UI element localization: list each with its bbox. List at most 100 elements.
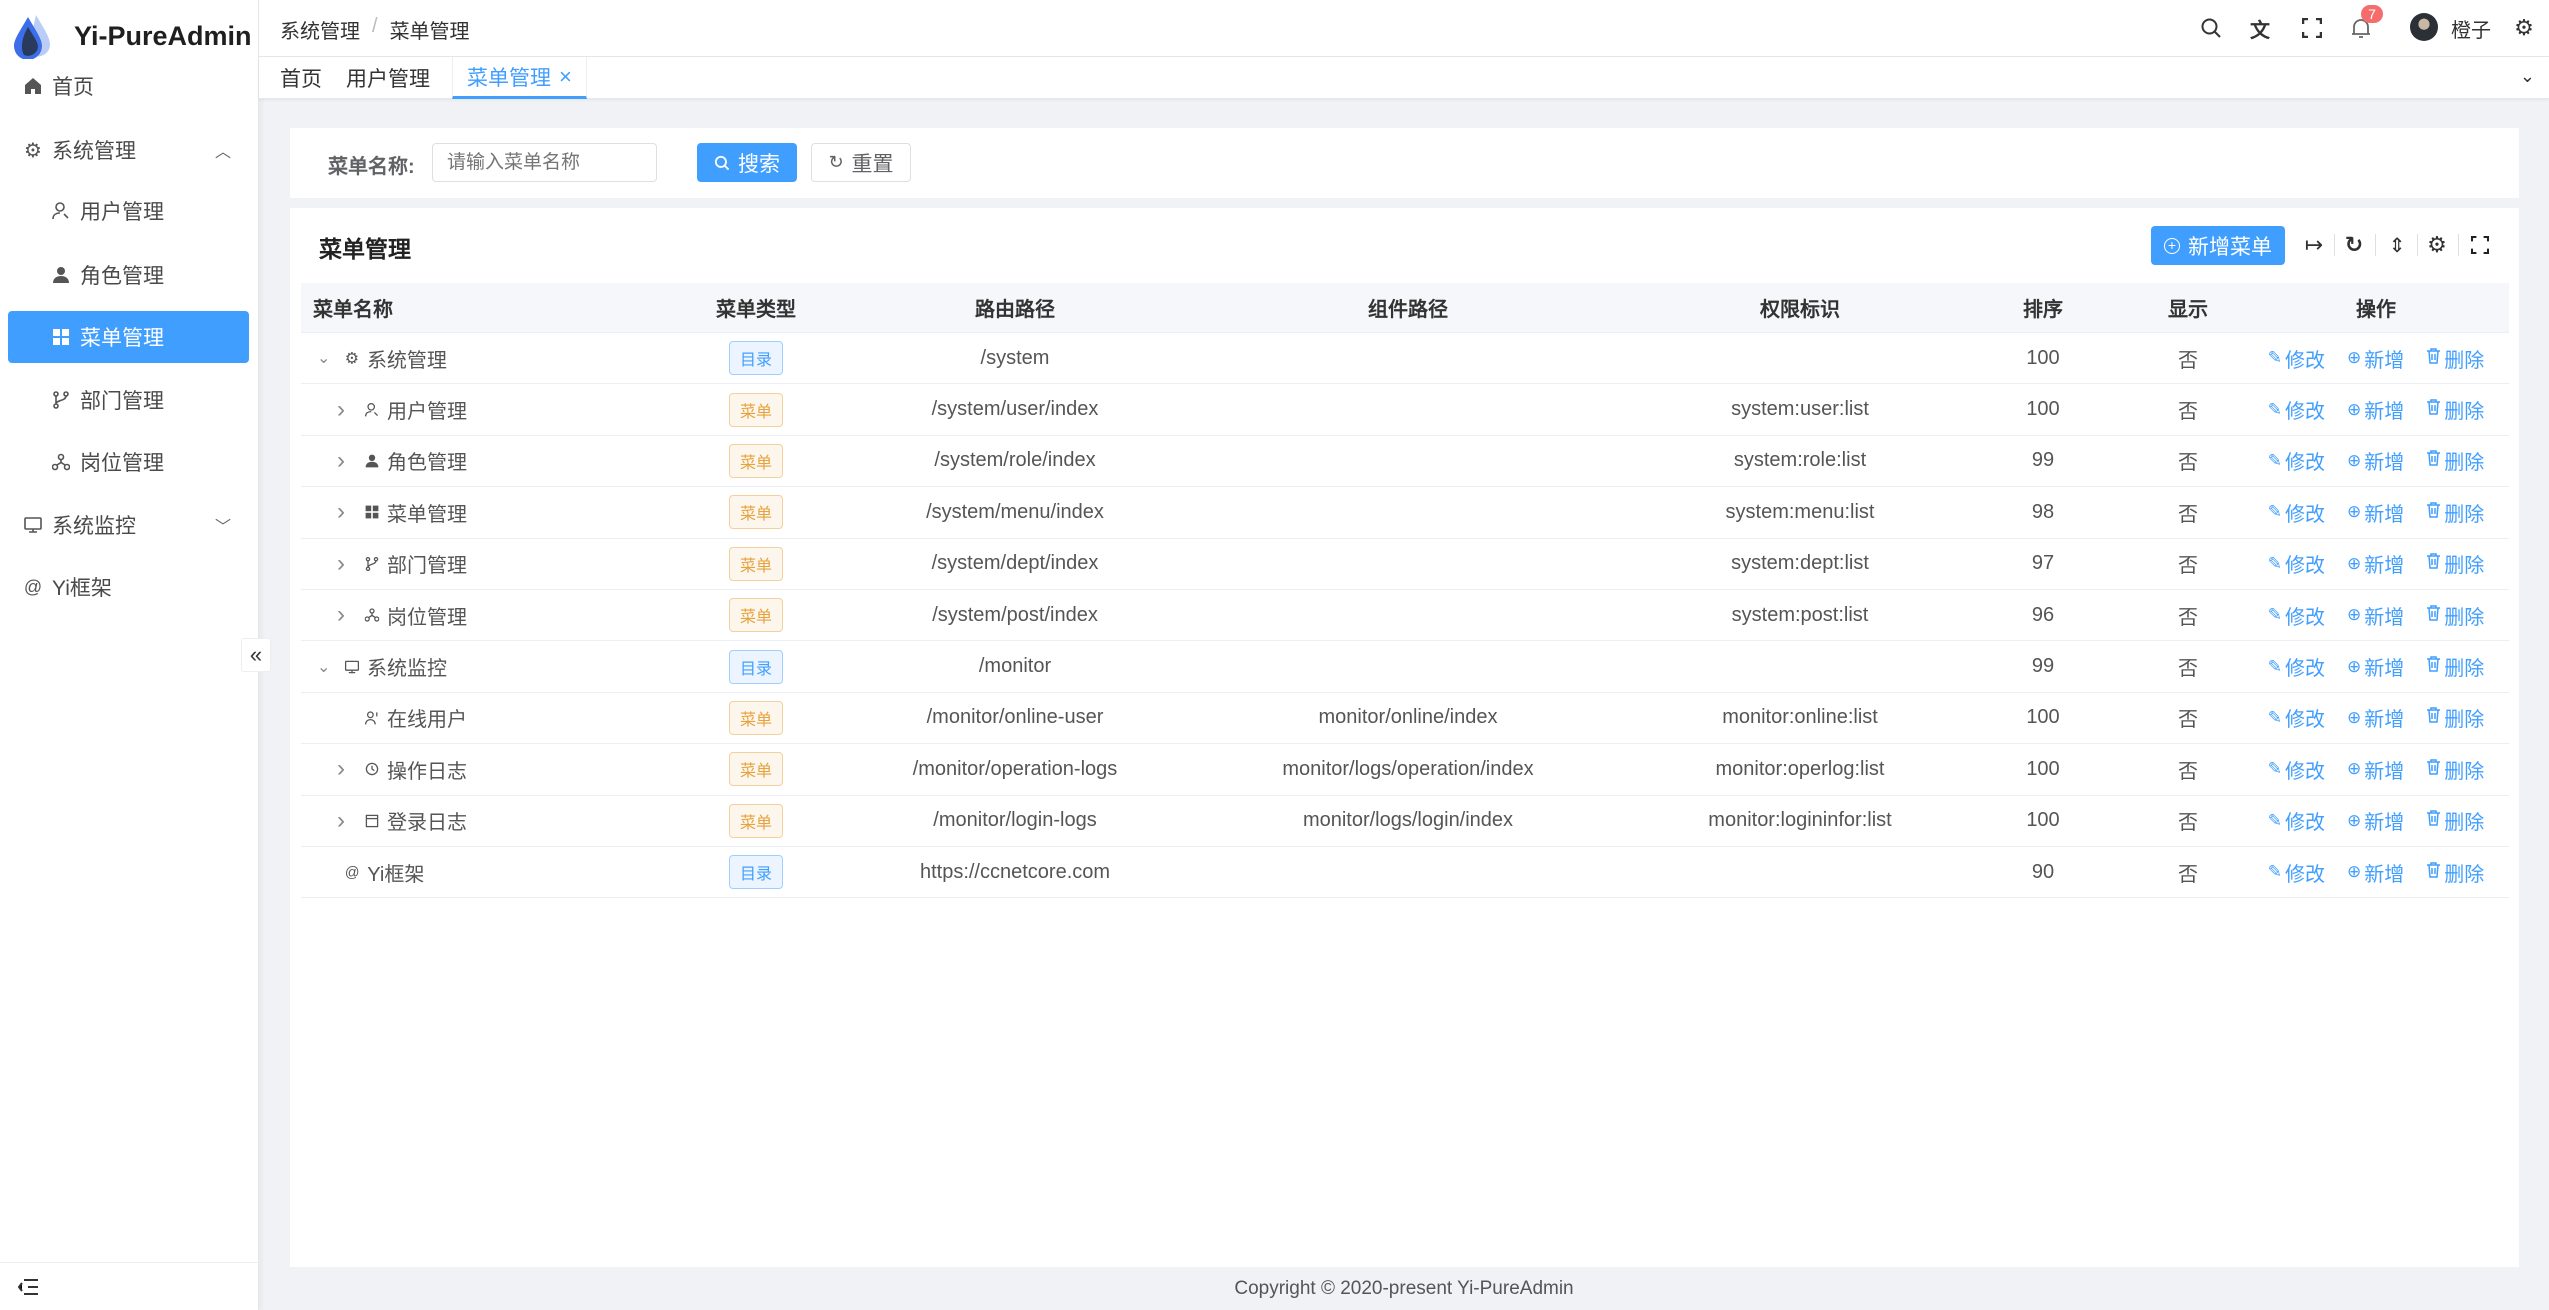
- delete-link[interactable]: 删除: [2426, 652, 2484, 681]
- chevron-right-icon[interactable]: ›: [337, 806, 345, 834]
- edit-link[interactable]: ✎ 修改: [2268, 755, 2325, 784]
- divider: [2334, 234, 2335, 256]
- avatar[interactable]: [2410, 13, 2438, 41]
- table-row[interactable]: ⌄ 系统监控 目录/monitor 99 否 ✎ 修改 ⊕ 新增 删除: [301, 641, 2509, 693]
- edit-link[interactable]: ✎ 修改: [2268, 806, 2325, 835]
- expand-collapse-icon[interactable]: ↦: [2304, 232, 2324, 257]
- add-link[interactable]: ⊕ 新增: [2347, 395, 2404, 424]
- chevron-right-icon[interactable]: ›: [337, 755, 345, 783]
- edit-link[interactable]: ✎ 修改: [2268, 549, 2325, 578]
- reset-button[interactable]: ↻ 重置: [811, 143, 911, 182]
- component-path-cell: monitor/logs/operation/index: [1282, 757, 1534, 780]
- settings-gear-icon[interactable]: ⚙: [2514, 15, 2534, 40]
- table-row[interactable]: › 部门管理 菜单/system/dept/index system:dept:lis…: [301, 539, 2509, 590]
- table-row[interactable]: › 菜单管理 菜单/system/menu/index system:menu:lis…: [301, 487, 2509, 539]
- delete-link[interactable]: 删除: [2426, 806, 2484, 835]
- chevron-down-icon[interactable]: ⌄: [317, 350, 331, 368]
- sidebar-item-4[interactable]: 菜单管理: [8, 311, 249, 363]
- chevron-down-icon[interactable]: ⌄: [317, 658, 331, 676]
- tab-home[interactable]: 首页: [280, 57, 322, 99]
- actions-cell: ✎ 修改 ⊕ 新增 删除: [2243, 395, 2509, 424]
- add-link[interactable]: ⊕ 新增: [2347, 806, 2404, 835]
- add-link[interactable]: ⊕ 新增: [2347, 344, 2404, 373]
- refresh-icon[interactable]: ↻: [2344, 232, 2364, 257]
- breadcrumb-item[interactable]: 系统管理: [280, 21, 360, 43]
- delete-link[interactable]: 删除: [2426, 703, 2484, 732]
- chevron-right-icon[interactable]: ›: [337, 549, 345, 577]
- delete-link[interactable]: 删除: [2426, 858, 2484, 887]
- sidebar-item-1[interactable]: ⚙ 系统管理 ︿: [8, 124, 249, 176]
- add-link[interactable]: ⊕ 新增: [2347, 601, 2404, 630]
- table-row[interactable]: › 操作日志 菜单/monitor/operation-logs monitor/lo…: [301, 744, 2509, 796]
- logo[interactable]: Yi-PureAdmin: [14, 8, 252, 64]
- menu-type-cell: 菜单: [651, 752, 861, 787]
- density-icon[interactable]: ⇕: [2388, 234, 2406, 257]
- edit-link[interactable]: ✎ 修改: [2268, 601, 2325, 630]
- sidebar-item-8[interactable]: @ Yi框架: [8, 561, 249, 613]
- add-link[interactable]: ⊕ 新增: [2347, 549, 2404, 578]
- chevron-right-icon[interactable]: ›: [337, 498, 345, 526]
- username[interactable]: 橙子: [2451, 20, 2491, 42]
- table-row[interactable]: 在线用户 菜单/monitor/online-user monitor/online…: [301, 693, 2509, 745]
- sidebar-bottom-toggle[interactable]: [0, 1262, 259, 1310]
- bell-icon[interactable]: [2347, 14, 2375, 42]
- add-label: 新增: [2364, 812, 2405, 835]
- delete-link[interactable]: 删除: [2426, 446, 2484, 475]
- search-icon[interactable]: [2197, 14, 2225, 42]
- role-icon: [50, 264, 72, 286]
- table-row[interactable]: › 岗位管理 菜单/system/post/index system:post:lis…: [301, 590, 2509, 642]
- edit-link[interactable]: ✎ 修改: [2268, 858, 2325, 887]
- tab-menu-management[interactable]: 菜单管理 ×: [452, 57, 587, 99]
- chevron-right-icon[interactable]: ›: [337, 601, 345, 629]
- chevron-right-icon[interactable]: ›: [337, 395, 345, 423]
- add-link[interactable]: ⊕ 新增: [2347, 755, 2404, 784]
- add-icon: ⊕: [2347, 707, 2362, 727]
- delete-link[interactable]: 删除: [2426, 344, 2484, 373]
- table-row[interactable]: @ Yi框架 目录 https://ccnetcore.com 90 否 ✎ 修改 ⊕ 新增 删除: [301, 847, 2509, 899]
- delete-link[interactable]: 删除: [2426, 755, 2484, 784]
- tab-user-management[interactable]: 用户管理: [346, 57, 430, 99]
- edit-link[interactable]: ✎ 修改: [2268, 446, 2325, 475]
- chevron-right-icon[interactable]: ›: [337, 446, 345, 474]
- component-path-cell: monitor/online/index: [1318, 706, 1498, 729]
- menu-name-input[interactable]: [432, 143, 657, 182]
- fullscreen-icon[interactable]: [2467, 232, 2493, 258]
- edit-link[interactable]: ✎ 修改: [2268, 498, 2325, 527]
- fullscreen-icon[interactable]: [2298, 14, 2326, 42]
- search-button[interactable]: 搜索: [697, 143, 797, 182]
- sidebar-item-7[interactable]: 系统监控 ﹀: [8, 499, 249, 551]
- add-link[interactable]: ⊕ 新增: [2347, 858, 2404, 887]
- table-row[interactable]: › 用户管理 菜单/system/user/index system:user:lis…: [301, 384, 2509, 436]
- translate-icon[interactable]: 文: [2250, 19, 2270, 42]
- delete-link[interactable]: 删除: [2426, 549, 2484, 578]
- edit-link[interactable]: ✎ 修改: [2268, 703, 2325, 732]
- sidebar-item-6[interactable]: 岗位管理: [8, 436, 249, 488]
- collapse-sidebar-button[interactable]: «: [241, 638, 271, 672]
- add-link[interactable]: ⊕ 新增: [2347, 652, 2404, 681]
- sidebar-item-3[interactable]: 角色管理: [8, 249, 249, 301]
- sidebar-item-2[interactable]: 用户管理: [8, 185, 249, 237]
- add-menu-button[interactable]: + 新增菜单: [2151, 226, 2285, 265]
- add-link[interactable]: ⊕ 新增: [2347, 703, 2404, 732]
- sidebar-item-0[interactable]: 首页: [8, 60, 249, 112]
- edit-link[interactable]: ✎ 修改: [2268, 652, 2325, 681]
- delete-link[interactable]: 删除: [2426, 395, 2484, 424]
- column-settings-icon[interactable]: ⚙: [2427, 232, 2447, 257]
- delete-link[interactable]: 删除: [2426, 498, 2484, 527]
- table-row[interactable]: › 登录日志 菜单/monitor/login-logs monitor/logs/l…: [301, 796, 2509, 847]
- sidebar-item-5[interactable]: 部门管理: [8, 374, 249, 426]
- table-row[interactable]: › 角色管理 菜单/system/role/index system:role:lis…: [301, 436, 2509, 488]
- edit-link[interactable]: ✎ 修改: [2268, 344, 2325, 373]
- tabs-dropdown-chevron-icon[interactable]: ⌄: [2519, 66, 2535, 86]
- table-row[interactable]: ⌄ ⚙ 系统管理 目录/system 100 否 ✎ 修改 ⊕ 新增 删除: [301, 333, 2509, 385]
- tab-close-icon[interactable]: ×: [559, 63, 572, 89]
- delete-label: 删除: [2444, 709, 2485, 732]
- delete-link[interactable]: 删除: [2426, 601, 2484, 630]
- breadcrumb-item: 菜单管理: [389, 21, 470, 43]
- sort-order-cell: 100: [2026, 706, 2060, 729]
- add-icon: ⊕: [2347, 862, 2362, 882]
- add-link[interactable]: ⊕ 新增: [2347, 446, 2404, 475]
- delete-icon: [2426, 553, 2441, 574]
- add-link[interactable]: ⊕ 新增: [2347, 498, 2404, 527]
- edit-link[interactable]: ✎ 修改: [2268, 395, 2325, 424]
